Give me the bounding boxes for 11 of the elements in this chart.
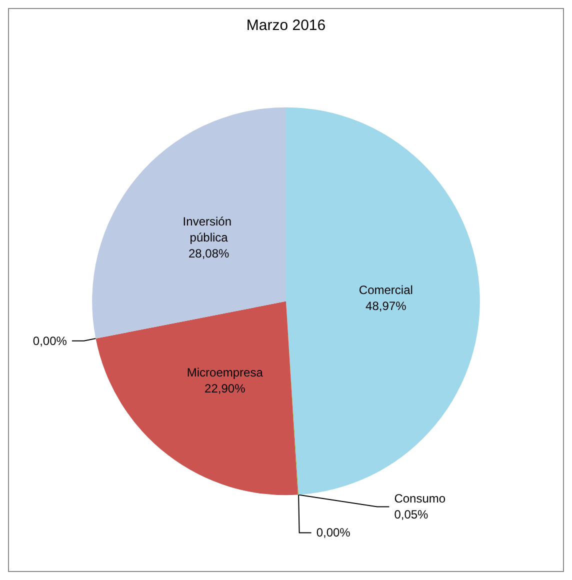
slice-label: Inversión pública: [182, 214, 235, 245]
data-label: 0,05%: [394, 508, 429, 522]
data-label: 22,90%: [204, 381, 246, 396]
slice-label: Microempresa: [186, 365, 264, 380]
slice-label: Consumo: [394, 492, 446, 506]
text: 0,00%: [316, 526, 350, 540]
data-label: 48,97%: [366, 299, 407, 314]
chart-title: Marzo 2016: [246, 17, 326, 34]
text: 0,00%: [32, 334, 67, 348]
slice-label: Comercial: [358, 283, 413, 298]
data-label: 28,08%: [188, 246, 230, 261]
